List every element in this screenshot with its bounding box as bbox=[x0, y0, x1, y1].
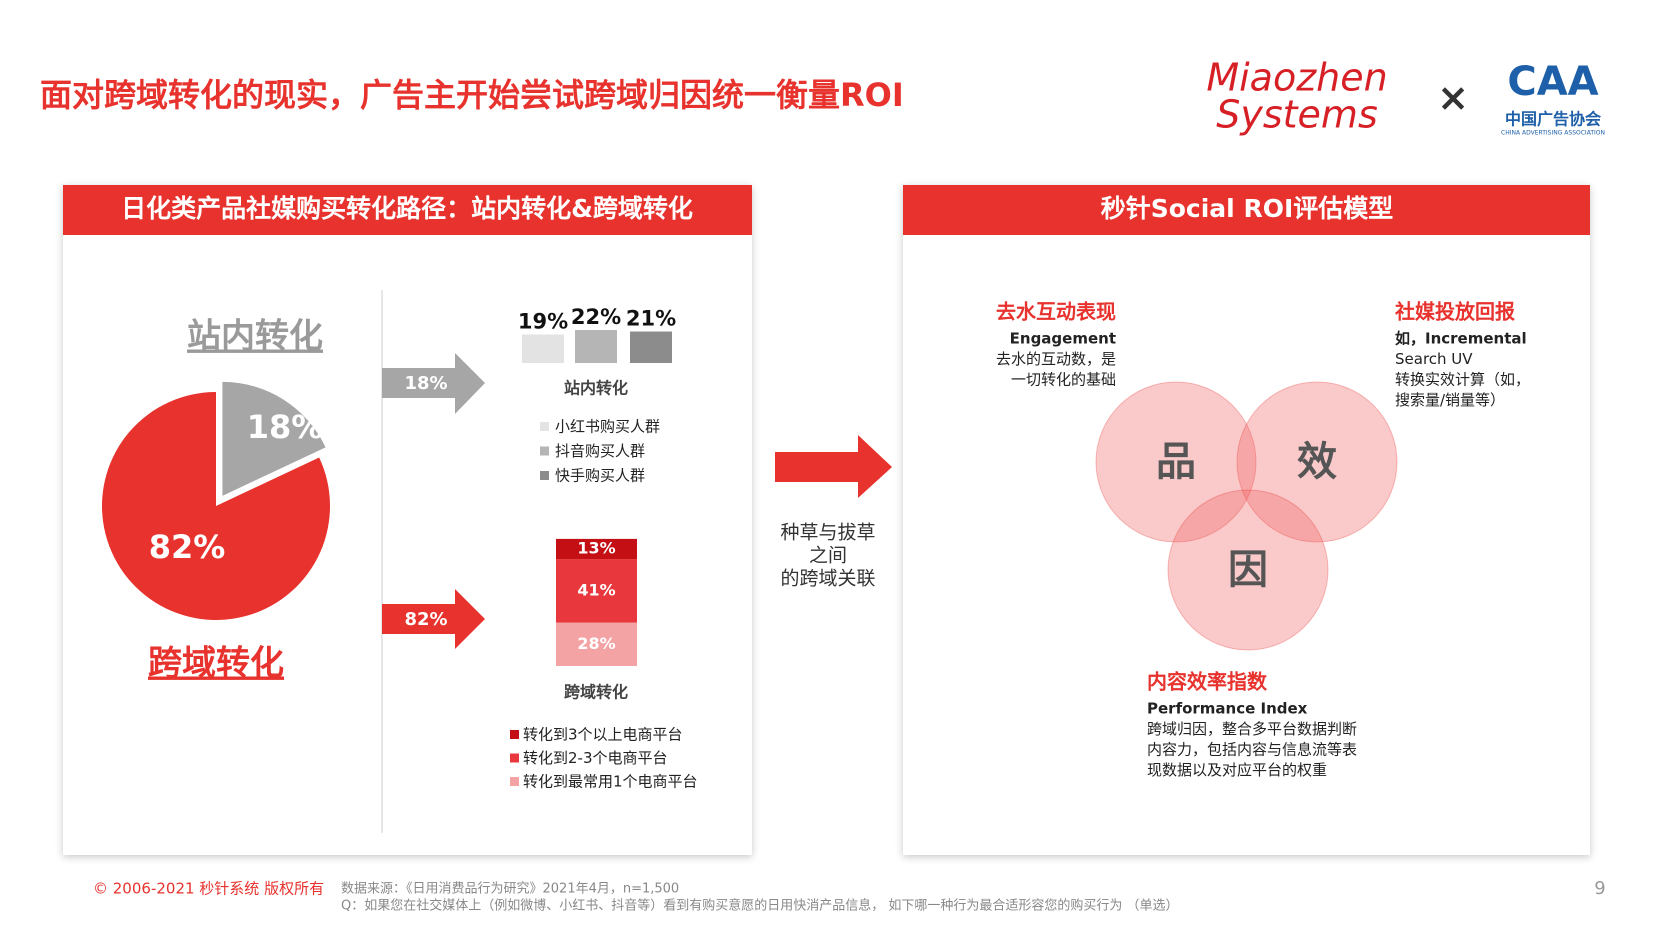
pie-label: 18% bbox=[247, 408, 324, 446]
bar bbox=[575, 330, 617, 363]
block-line: 一切转化的基础 bbox=[1011, 371, 1116, 389]
legend-label: 转化到3个以上电商平台 bbox=[523, 726, 683, 744]
venn: 品 效 因 bbox=[1095, 381, 1398, 651]
segment-label: 41% bbox=[577, 580, 615, 599]
legend-label: 快手购买人群 bbox=[555, 467, 645, 485]
panel-header bbox=[903, 185, 1590, 235]
segment-label: 28% bbox=[577, 634, 615, 653]
bar-label: 21% bbox=[626, 307, 676, 331]
bar-title: 站内转化 bbox=[564, 379, 628, 398]
right-panel bbox=[903, 185, 1590, 855]
block-line: 去水的互动数，是 bbox=[996, 350, 1116, 368]
logo-text: CHINA ADVERTISING ASSOCIATION bbox=[1501, 130, 1605, 137]
block-title: 内容效率指数 bbox=[1147, 670, 1268, 694]
pie-label: 82% bbox=[149, 528, 226, 566]
legend-swatch bbox=[540, 446, 549, 456]
block-line: 如，Incremental bbox=[1395, 330, 1527, 348]
logo-text: CAA bbox=[1507, 59, 1598, 105]
legend-swatch bbox=[540, 422, 549, 431]
pie-slice bbox=[222, 381, 326, 496]
segment-label: 13% bbox=[577, 538, 615, 557]
arrow bbox=[382, 589, 485, 649]
logo-cross: × bbox=[1437, 76, 1469, 120]
venn-circle bbox=[1167, 489, 1329, 651]
pie-slice bbox=[102, 392, 331, 620]
legend-swatch bbox=[510, 753, 519, 763]
venn-circle bbox=[1095, 381, 1257, 543]
slide-title: 面对跨域转化的现实，广告主开始尝试跨域归因统一衡量ROI bbox=[40, 76, 904, 114]
bar-title: 跨域转化 bbox=[564, 683, 628, 702]
bridge-text: 的跨域关联 bbox=[780, 568, 875, 590]
block-title: 社媒投放回报 bbox=[1394, 300, 1515, 324]
bar bbox=[630, 331, 672, 363]
pie-category: 站内转化 bbox=[187, 317, 323, 357]
arrow-label: 82% bbox=[404, 609, 447, 630]
source: Q：如果您在社交媒体上（例如微博、小红书、抖音等）看到有购买意愿的日用快消产品信… bbox=[341, 898, 1179, 914]
page-number: 9 bbox=[1594, 878, 1605, 899]
copyright: © 2006-2021 秒针系统 版权所有 bbox=[93, 880, 324, 898]
venn-circle bbox=[1236, 381, 1398, 543]
panel-header bbox=[63, 185, 752, 235]
block-line: 搜索量/销量等） bbox=[1395, 391, 1505, 409]
block-line: 跨域归因，整合多平台数据判断 bbox=[1147, 720, 1357, 738]
logo-text: Systems bbox=[1216, 93, 1378, 137]
bar-label: 22% bbox=[571, 305, 621, 329]
panel-title: 秒针Social ROI评估模型 bbox=[1101, 194, 1394, 223]
bridge-arrow bbox=[775, 435, 892, 498]
legend-swatch bbox=[510, 730, 519, 739]
block-line: Engagement bbox=[1010, 330, 1116, 348]
venn-label: 品 bbox=[1156, 439, 1196, 485]
arrow-label: 18% bbox=[404, 373, 447, 394]
legend-label: 转化到最常用1个电商平台 bbox=[523, 773, 698, 791]
legend-label: 抖音购买人群 bbox=[555, 442, 645, 460]
bar-label: 19% bbox=[518, 310, 568, 334]
logo-text: 中国广告协会 bbox=[1505, 110, 1601, 129]
venn-label: 因 bbox=[1228, 547, 1268, 593]
arrow bbox=[382, 353, 485, 414]
block-line: 转换实效计算（如， bbox=[1395, 371, 1530, 389]
legend-label: 转化到2-3个电商平台 bbox=[523, 749, 668, 767]
block-title: 去水互动表现 bbox=[996, 300, 1116, 324]
block-line: 现数据以及对应平台的权重 bbox=[1147, 761, 1327, 779]
block-line: 内容力，包括内容与信息流等表 bbox=[1147, 741, 1357, 759]
bridge-text: 之间 bbox=[809, 545, 847, 567]
source: 数据来源：《日用消费品行为研究》2021年4月，n=1,500 bbox=[341, 882, 679, 897]
stack-segment bbox=[556, 538, 637, 560]
venn-label: 效 bbox=[1297, 439, 1337, 485]
bar bbox=[522, 334, 564, 363]
stack-segment bbox=[556, 622, 637, 666]
block-line: Search UV bbox=[1395, 350, 1473, 368]
panel-title: 日化类产品社媒购买转化路径：站内转化&跨域转化 bbox=[121, 194, 693, 223]
legend-label: 小红书购买人群 bbox=[555, 418, 660, 436]
bridge-text: 种草与拔草 bbox=[780, 522, 875, 544]
legend-swatch bbox=[540, 471, 549, 480]
pie-category: 跨域转化 bbox=[148, 644, 284, 684]
block-line: Performance Index bbox=[1147, 700, 1308, 718]
stack-segment bbox=[556, 559, 637, 623]
legend-swatch bbox=[510, 777, 519, 786]
logo-text: Miaozhen bbox=[1206, 56, 1387, 100]
